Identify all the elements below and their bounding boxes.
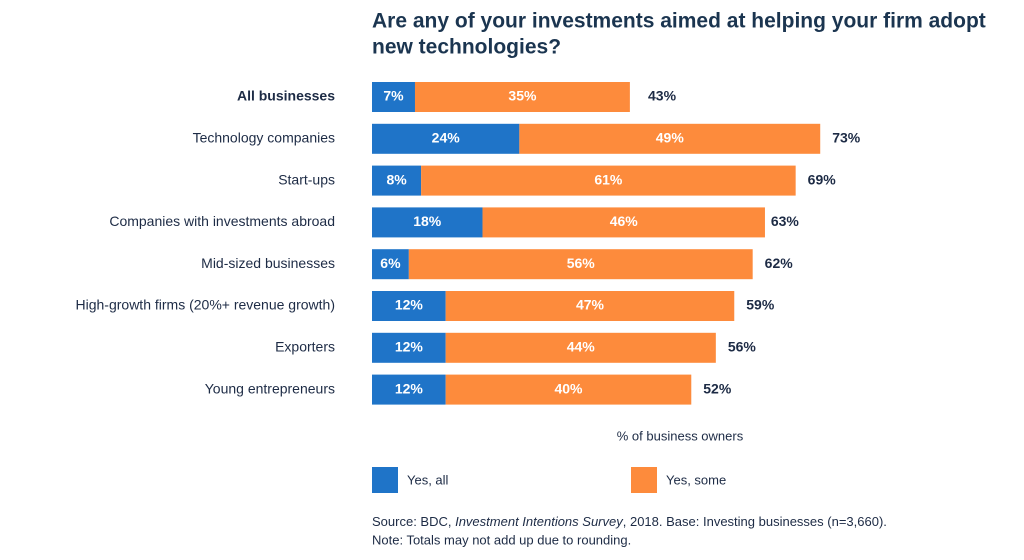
category-label: Young entrepreneurs — [205, 380, 335, 396]
category-label: Exporters — [275, 339, 335, 355]
segment-label: 44% — [567, 339, 596, 355]
bar-segment — [414, 82, 630, 112]
segment-label: 8% — [386, 171, 407, 187]
total-label: 73% — [832, 130, 861, 146]
bar-segment — [372, 332, 446, 363]
segment-label: 61% — [594, 171, 623, 187]
bar-segment — [519, 123, 821, 154]
category-label: Companies with investments abroad — [109, 213, 335, 229]
segment-label: 12% — [395, 339, 424, 355]
legend-label: Yes, all — [407, 472, 449, 487]
segment-label: 24% — [432, 130, 461, 146]
bar-segment — [372, 82, 415, 112]
bar-segment — [408, 249, 753, 280]
segment-label: 6% — [380, 255, 401, 271]
source: Source: BDC, Investment Intentions Surve… — [372, 514, 887, 529]
bar-segment — [372, 249, 409, 280]
bar-segment — [372, 165, 422, 196]
category-label: Start-ups — [278, 171, 335, 187]
segment-label: 40% — [554, 380, 583, 396]
bar-segment — [372, 123, 520, 154]
total-label: 59% — [746, 297, 775, 313]
source-text: Source: BDC, — [372, 514, 455, 529]
category-label: High-growth firms (20%+ revenue growth) — [76, 297, 336, 313]
category-label: All businesses — [237, 88, 335, 104]
category-label: Technology companies — [193, 130, 335, 146]
source-title: Investment Intentions Survey — [455, 514, 624, 529]
bar-segment — [372, 374, 446, 405]
bar-segment — [372, 291, 446, 321]
segment-label: 7% — [383, 88, 404, 104]
legend-swatch — [631, 467, 657, 493]
total-label: 63% — [771, 213, 800, 229]
segment-label: 49% — [656, 130, 685, 146]
segment-label: 46% — [610, 213, 639, 229]
total-label: 43% — [648, 88, 677, 104]
segment-label: 18% — [413, 213, 442, 229]
legend-swatch — [372, 467, 398, 493]
bar-segment — [421, 165, 796, 196]
total-label: 52% — [703, 380, 732, 396]
x-axis-label: % of business owners — [617, 428, 744, 443]
bar-segment — [445, 374, 692, 405]
chart-title: Are any of your investments aimed at hel… — [372, 10, 986, 33]
source-text: , 2018. Base: Investing businesses (n=3,… — [623, 514, 887, 529]
total-label: 69% — [808, 171, 837, 187]
bar-segment — [482, 207, 765, 238]
legend-label: Yes, some — [666, 472, 726, 487]
segment-label: 12% — [395, 380, 424, 396]
segment-label: 12% — [395, 297, 424, 313]
bar-segment — [445, 291, 735, 321]
bar-segment — [445, 332, 716, 363]
segment-label: 47% — [576, 297, 605, 313]
total-label: 56% — [728, 339, 757, 355]
note: Note: Totals may not add up due to round… — [372, 532, 631, 547]
segment-label: 35% — [508, 88, 537, 104]
segment-label: 56% — [567, 255, 596, 271]
total-label: 62% — [765, 255, 794, 271]
category-label: Mid-sized businesses — [201, 255, 335, 271]
bar-segment — [372, 207, 483, 238]
chart-title: new technologies? — [372, 36, 561, 59]
